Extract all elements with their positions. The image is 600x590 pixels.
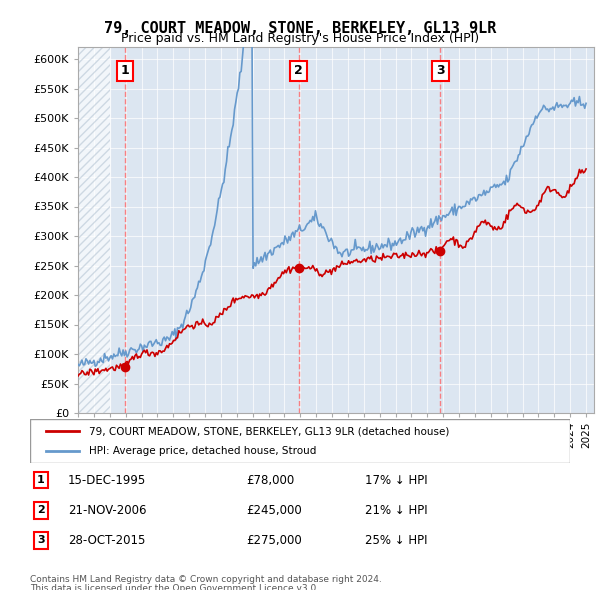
- FancyBboxPatch shape: [30, 419, 570, 463]
- Text: 1: 1: [121, 64, 130, 77]
- Text: 2: 2: [294, 64, 303, 77]
- Text: 17% ↓ HPI: 17% ↓ HPI: [365, 474, 427, 487]
- Text: 21-NOV-2006: 21-NOV-2006: [68, 504, 146, 517]
- Text: Contains HM Land Registry data © Crown copyright and database right 2024.: Contains HM Land Registry data © Crown c…: [30, 575, 382, 584]
- Text: 79, COURT MEADOW, STONE, BERKELEY, GL13 9LR (detached house): 79, COURT MEADOW, STONE, BERKELEY, GL13 …: [89, 427, 450, 436]
- Text: Price paid vs. HM Land Registry's House Price Index (HPI): Price paid vs. HM Land Registry's House …: [121, 32, 479, 45]
- Text: 79, COURT MEADOW, STONE, BERKELEY, GL13 9LR: 79, COURT MEADOW, STONE, BERKELEY, GL13 …: [104, 21, 496, 35]
- Text: 25% ↓ HPI: 25% ↓ HPI: [365, 534, 427, 547]
- Text: £245,000: £245,000: [246, 504, 302, 517]
- Bar: [78, 47, 110, 413]
- Text: 3: 3: [37, 535, 44, 545]
- Text: £78,000: £78,000: [246, 474, 294, 487]
- Text: HPI: Average price, detached house, Stroud: HPI: Average price, detached house, Stro…: [89, 446, 317, 455]
- Text: 3: 3: [436, 64, 445, 77]
- Text: 1: 1: [37, 475, 44, 485]
- Text: 28-OCT-2015: 28-OCT-2015: [68, 534, 145, 547]
- Text: This data is licensed under the Open Government Licence v3.0.: This data is licensed under the Open Gov…: [30, 584, 319, 590]
- Text: £275,000: £275,000: [246, 534, 302, 547]
- Text: 2: 2: [37, 505, 44, 515]
- Bar: [78, 47, 110, 413]
- Text: 15-DEC-1995: 15-DEC-1995: [68, 474, 146, 487]
- Text: 21% ↓ HPI: 21% ↓ HPI: [365, 504, 427, 517]
